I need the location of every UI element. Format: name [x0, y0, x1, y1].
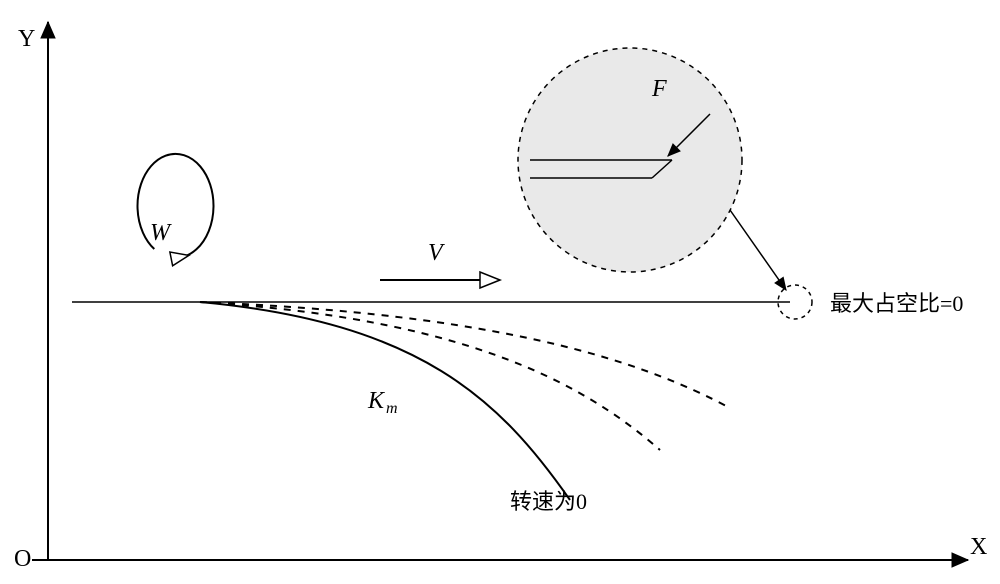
x-axis-label: X [970, 534, 987, 561]
diagram-stage: Y O X W V F K m 最大占空比=0 转速为0 [0, 0, 1000, 584]
zero-speed-label: 转速为0 [510, 484, 587, 516]
km-label-k: K [368, 388, 384, 415]
origin-label: O [14, 546, 31, 573]
velocity-label: V [428, 240, 443, 267]
force-label: F [652, 76, 667, 103]
y-axis-label: Y [18, 26, 35, 53]
km-label-m: m [386, 400, 398, 418]
rotation-label: W [150, 220, 170, 247]
max-duty-label: 最大占空比=0 [830, 286, 963, 318]
